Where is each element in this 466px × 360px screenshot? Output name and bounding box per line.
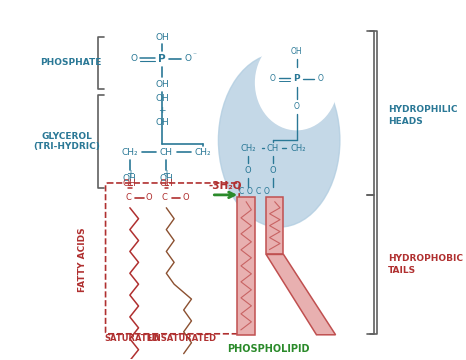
Text: HYDROPHILIC
HEADS: HYDROPHILIC HEADS	[388, 105, 457, 126]
Text: OH: OH	[155, 94, 169, 103]
Text: O: O	[185, 54, 192, 63]
Text: OH: OH	[155, 80, 169, 89]
Text: UNSATURATED: UNSATURATED	[147, 334, 217, 343]
Text: O: O	[182, 193, 189, 202]
Text: O: O	[269, 74, 275, 83]
Text: CH: CH	[160, 148, 173, 157]
Text: HYDROPHOBIC
TAILS: HYDROPHOBIC TAILS	[388, 253, 463, 275]
Text: O: O	[294, 102, 300, 111]
Text: C: C	[125, 193, 131, 202]
Text: CH₂: CH₂	[240, 144, 256, 153]
Text: O: O	[130, 54, 137, 63]
Text: ⁻: ⁻	[193, 50, 197, 59]
Text: +: +	[162, 169, 170, 179]
Text: +: +	[126, 169, 134, 179]
Text: OH: OH	[155, 118, 169, 127]
Text: C: C	[238, 188, 244, 197]
Text: OH: OH	[291, 46, 302, 55]
Text: OH: OH	[123, 174, 137, 183]
Text: OH: OH	[155, 33, 169, 42]
Polygon shape	[266, 255, 336, 335]
Text: SATURATED: SATURATED	[104, 334, 159, 343]
Text: CH₂: CH₂	[290, 144, 306, 153]
Bar	[266, 197, 283, 255]
Text: OH: OH	[159, 174, 173, 183]
Text: +: +	[158, 106, 166, 115]
Text: FATTY ACIDS: FATTY ACIDS	[78, 227, 87, 292]
Ellipse shape	[219, 54, 340, 227]
Text: OH: OH	[159, 180, 173, 189]
Text: O: O	[245, 166, 251, 175]
Text: O: O	[247, 188, 253, 197]
Text: PHOSPHATE: PHOSPHATE	[40, 58, 102, 67]
Text: O: O	[318, 74, 324, 83]
Text: P: P	[293, 74, 300, 83]
Text: CH₂: CH₂	[122, 148, 138, 157]
Text: PHOSPHOLIPID: PHOSPHOLIPID	[227, 344, 310, 354]
Text: C: C	[256, 188, 261, 197]
Text: O: O	[146, 193, 152, 202]
Bar	[238, 197, 255, 335]
Text: CH: CH	[267, 144, 279, 153]
Text: O: O	[264, 188, 270, 197]
Text: OH: OH	[123, 180, 137, 189]
Text: CH₂: CH₂	[194, 148, 211, 157]
Text: P: P	[158, 54, 166, 64]
Text: -3H₂O: -3H₂O	[209, 181, 242, 191]
Text: GLYCEROL
(TRI-HYDRIC): GLYCEROL (TRI-HYDRIC)	[33, 132, 100, 151]
Text: O: O	[270, 166, 276, 175]
Text: C: C	[162, 193, 167, 202]
Circle shape	[255, 35, 338, 130]
